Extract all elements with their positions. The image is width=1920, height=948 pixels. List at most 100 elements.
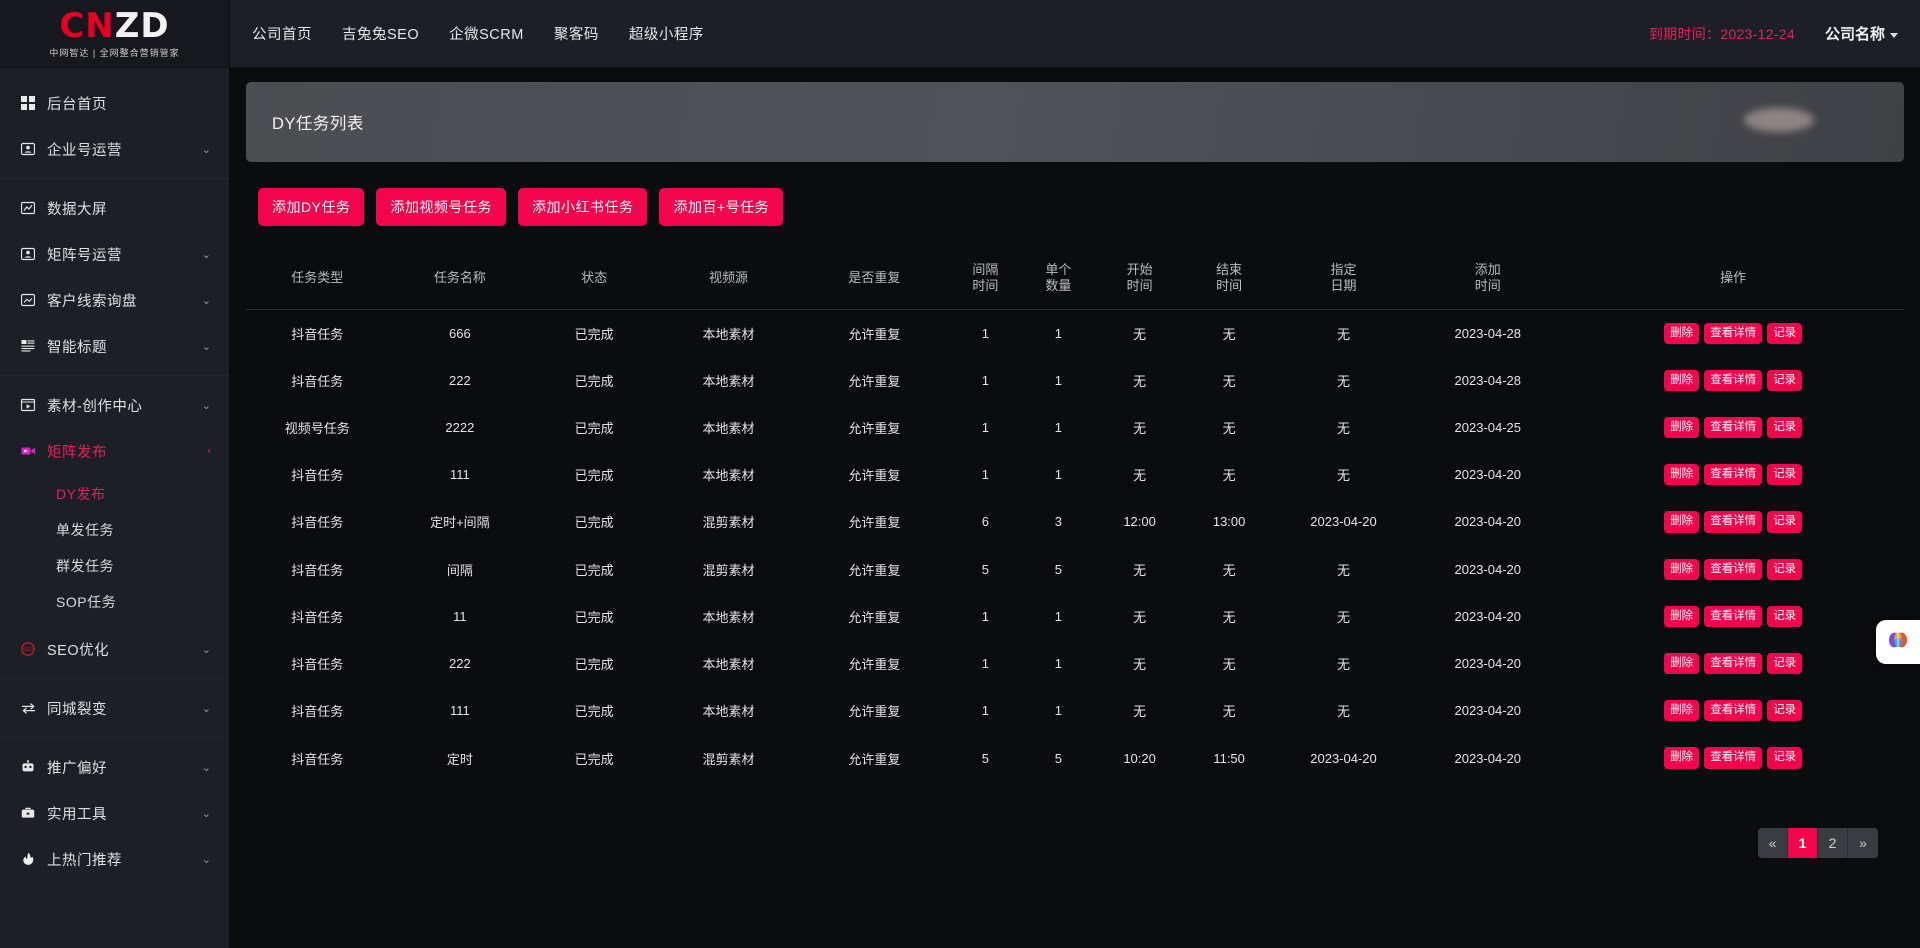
sidebar-item-smart-title[interactable]: 智能标题 ⌄ (0, 323, 229, 369)
record-button[interactable]: 记录 (1767, 558, 1803, 580)
task-table-body: 抖音任务 666 已完成 本地素材 允许重复 1 1 无无无 2023-04-28 删除 查看详情记… (246, 309, 1904, 782)
record-button[interactable]: 记录 (1767, 747, 1803, 769)
cell-task-name: 111 (449, 467, 470, 483)
record-button[interactable]: 记录 (1767, 464, 1803, 486)
col-task-name: 任务名称 (388, 252, 532, 310)
view-detail-button[interactable]: 查看详情 (1704, 700, 1763, 722)
topnav-item-qiwei-scrm[interactable]: 企微SCRM (449, 27, 524, 43)
logo-cn-text: CN (59, 5, 115, 46)
sidebar-subitem-dy-publish[interactable]: DY发布 (56, 486, 106, 502)
sidebar-submenu-matrix-publish: DY发布 单发任务 群发任务 SOP任务 (0, 474, 229, 626)
cell-status: 已完成 (574, 468, 614, 484)
delete-button[interactable]: 删除 (1664, 511, 1700, 533)
delete-button[interactable]: 删除 (1664, 747, 1700, 769)
cell-end-time: 无 (1222, 562, 1236, 578)
col-single-count: 单个 数量 (1021, 252, 1095, 310)
row-action-group: 删除 查看详情 记录 (1566, 511, 1900, 533)
cell-single-count: 1 (1054, 467, 1062, 483)
cell-status: 已完成 (574, 704, 614, 720)
view-detail-button[interactable]: 查看详情 (1704, 511, 1763, 533)
cell-start-time: 无 (1133, 657, 1147, 673)
dashboard-grid-icon (18, 96, 38, 110)
sidebar-item-label: 同城裂变 (47, 701, 107, 718)
sidebar-subitem-group-task[interactable]: 群发任务 (56, 558, 114, 574)
cell-repeatable: 允许重复 (848, 609, 901, 625)
add-baijia-task-button[interactable]: 添加百+号任务 (659, 188, 784, 226)
chevron-left-icon: ‹ (207, 445, 211, 457)
chevron-down-icon: ⌄ (201, 702, 211, 715)
table-row: 抖音任务 定时 已完成 混剪素材 允许重复 5 5 10:20 11:50 2023-04-20 2… (246, 734, 1904, 781)
delete-button[interactable]: 删除 (1664, 653, 1700, 675)
sidebar-item-customer-leads[interactable]: 客户线索询盘 ⌄ (0, 277, 229, 323)
view-detail-button[interactable]: 查看详情 (1704, 369, 1763, 391)
view-detail-button[interactable]: 查看详情 (1704, 322, 1763, 344)
sidebar-item-local-fission[interactable]: 同城裂变 ⌄ (0, 685, 229, 731)
sidebar-item-label: 素材-创作中心 (47, 398, 143, 415)
sidebar-item-material-center[interactable]: 素材-创作中心 ⌄ (0, 382, 229, 428)
record-button[interactable]: 记录 (1767, 605, 1803, 628)
record-button[interactable]: 记录 (1767, 416, 1803, 439)
topnav-item-super-miniprogram[interactable]: 超级小程序 (628, 27, 704, 43)
sidebar-item-seo[interactable]: SEO SEO优化 ⌄ (0, 626, 229, 672)
delete-button[interactable]: 删除 (1664, 322, 1700, 344)
topnav-item-company-home[interactable]: 公司首页 (252, 27, 312, 43)
add-xiaohongshu-task-button[interactable]: 添加小红书任务 (517, 188, 648, 226)
pagination-prev[interactable]: « (1758, 827, 1788, 858)
delete-button[interactable]: 删除 (1664, 700, 1700, 722)
pagination-page-2[interactable]: 2 (1818, 827, 1848, 858)
view-detail-button[interactable]: 查看详情 (1704, 653, 1763, 675)
cell-interval-time: 1 (981, 420, 990, 436)
record-button[interactable]: 记录 (1767, 511, 1803, 533)
sidebar-subitem-sop-task[interactable]: SOP任务 (56, 594, 117, 610)
chevron-down-icon: ⌄ (201, 643, 211, 656)
cell-video-source: 混剪素材 (702, 751, 755, 767)
sidebar-item-tools[interactable]: 实用工具 ⌄ (0, 790, 229, 836)
record-button[interactable]: 记录 (1767, 700, 1803, 722)
view-detail-button[interactable]: 查看详情 (1704, 464, 1763, 486)
add-video-account-task-button[interactable]: 添加视频号任务 (376, 188, 506, 226)
cell-end-time: 无 (1222, 609, 1236, 625)
topnav-item-juke-code[interactable]: 聚客码 (553, 27, 599, 43)
cell-specified-date: 无 (1337, 657, 1351, 673)
pagination-next[interactable]: » (1848, 827, 1878, 858)
company-name-label: 公司名称 (1824, 26, 1885, 43)
sidebar-item-matrix-ops[interactable]: 矩阵号运营 ⌄ (0, 231, 229, 277)
sidebar-item-dashboard[interactable]: 后台首页 (0, 80, 229, 126)
delete-button[interactable]: 删除 (1664, 605, 1700, 628)
chevron-down-icon: ⌄ (201, 807, 211, 820)
sidebar-item-hot-recommend[interactable]: 上热门推荐 ⌄ (0, 836, 229, 882)
sidebar-item-enterprise-ops[interactable]: 企业号运营 ⌄ (0, 126, 229, 172)
sidebar-item-matrix-publish[interactable]: 矩阵发布 ‹ (0, 428, 229, 474)
row-action-group: 删除 查看详情 记录 (1566, 369, 1900, 391)
cell-added-time: 2023-04-20 (1454, 750, 1522, 766)
cell-start-time: 无 (1133, 609, 1147, 625)
brand-logo[interactable]: CN ZD 中网智达 | 全网整合营销管家 (0, 0, 229, 68)
cell-added-time: 2023-04-20 (1454, 467, 1522, 483)
delete-button[interactable]: 删除 (1664, 558, 1700, 580)
record-button[interactable]: 记录 (1767, 653, 1803, 675)
view-detail-button[interactable]: 查看详情 (1704, 605, 1763, 628)
record-button[interactable]: 记录 (1767, 369, 1803, 391)
cell-video-source: 本地素材 (702, 326, 755, 342)
cell-status: 已完成 (574, 421, 614, 437)
col-start-time: 开始 时间 (1094, 252, 1185, 310)
col-task-type: 任务类型 (246, 252, 389, 310)
sidebar-subitem-single-task[interactable]: 单发任务 (56, 522, 114, 538)
record-button[interactable]: 记录 (1767, 322, 1803, 344)
delete-button[interactable]: 删除 (1664, 416, 1700, 439)
topnav-item-jitutu-seo[interactable]: 吉兔兔SEO (342, 27, 420, 43)
pagination-page-1[interactable]: 1 (1788, 827, 1818, 858)
delete-button[interactable]: 删除 (1664, 369, 1700, 391)
delete-button[interactable]: 删除 (1664, 464, 1700, 486)
view-detail-button[interactable]: 查看详情 (1704, 558, 1763, 580)
cell-task-name: 111 (449, 703, 470, 719)
sidebar-item-promo-pref[interactable]: 推广偏好 ⌄ (0, 744, 229, 790)
view-detail-button[interactable]: 查看详情 (1704, 747, 1763, 769)
assistant-bubble-button[interactable] (1876, 620, 1920, 664)
cell-start-time: 无 (1133, 421, 1147, 437)
add-dy-task-button[interactable]: 添加DY任务 (258, 188, 365, 226)
company-dropdown[interactable]: 公司名称 (1825, 23, 1898, 44)
cell-operations: 删除 查看详情 记录 (1562, 734, 1904, 781)
view-detail-button[interactable]: 查看详情 (1704, 416, 1763, 439)
sidebar-item-data-screen[interactable]: 数据大屏 (0, 185, 229, 231)
